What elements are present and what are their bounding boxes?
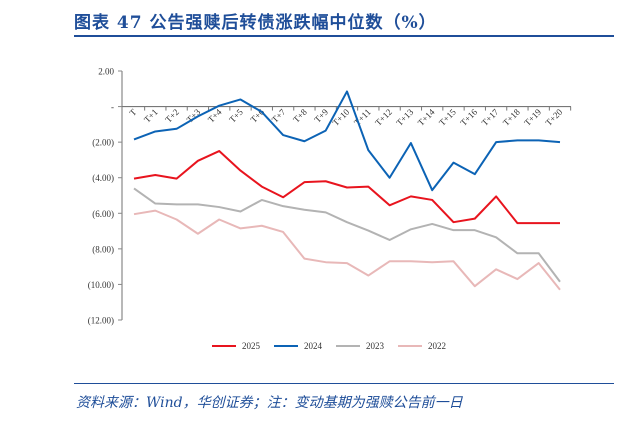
- legend-label-2025: 2025: [242, 341, 261, 351]
- legend-label-2023: 2023: [366, 341, 385, 351]
- title-divider: [74, 35, 614, 37]
- x-tick-label: T+15: [437, 107, 458, 128]
- x-tick-label: T+14: [416, 107, 437, 128]
- y-tick-label: (2.00): [92, 138, 114, 148]
- source-divider: [74, 383, 614, 384]
- y-tick-label: (8.00): [92, 244, 114, 254]
- x-tick-label: T+12: [373, 107, 394, 128]
- x-tick-label: T+17: [480, 107, 501, 128]
- x-tick-label: T+16: [458, 107, 479, 128]
- y-tick-label: -: [111, 102, 114, 112]
- y-tick-label: (6.00): [92, 209, 114, 219]
- x-tick-label: T+13: [394, 107, 415, 128]
- series-line-2022: [133, 209, 561, 291]
- y-tick-label: (10.00): [88, 280, 114, 290]
- y-tick-label: 2.00: [98, 67, 114, 77]
- x-tick-label: T+19: [522, 107, 543, 128]
- series-line-2023: [133, 187, 561, 283]
- x-tick-label: T+11: [352, 107, 373, 128]
- legend-label-2024: 2024: [304, 341, 323, 351]
- series-line-2025: [133, 150, 560, 225]
- series-line-2024: [133, 90, 561, 192]
- y-tick-label: (4.00): [92, 173, 114, 183]
- x-tick-label: T: [127, 107, 138, 118]
- legend-label-2022: 2022: [428, 341, 446, 351]
- x-tick-label: T+18: [501, 107, 522, 128]
- figure-title: 图表 47 公告强赎后转债涨跌幅中位数（%）: [74, 13, 437, 33]
- y-tick-label: (12.00): [88, 316, 114, 326]
- x-tick-label: T+20: [543, 107, 564, 128]
- source-note: 资料来源：Wind，华创证券；注：变动基期为强赎公告前一日: [76, 395, 463, 411]
